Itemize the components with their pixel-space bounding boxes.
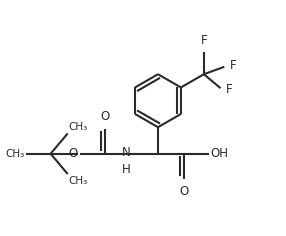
Text: F: F	[230, 59, 237, 72]
Text: F: F	[200, 34, 207, 47]
Text: CH₃: CH₃	[69, 122, 88, 132]
Text: OH: OH	[210, 147, 228, 160]
Text: F: F	[226, 83, 233, 96]
Text: H: H	[122, 163, 130, 176]
Text: CH₃: CH₃	[69, 176, 88, 186]
Text: N: N	[122, 146, 130, 159]
Text: O: O	[69, 147, 78, 160]
Text: CH₃: CH₃	[6, 149, 25, 159]
Text: O: O	[100, 110, 110, 123]
Text: O: O	[180, 185, 189, 198]
